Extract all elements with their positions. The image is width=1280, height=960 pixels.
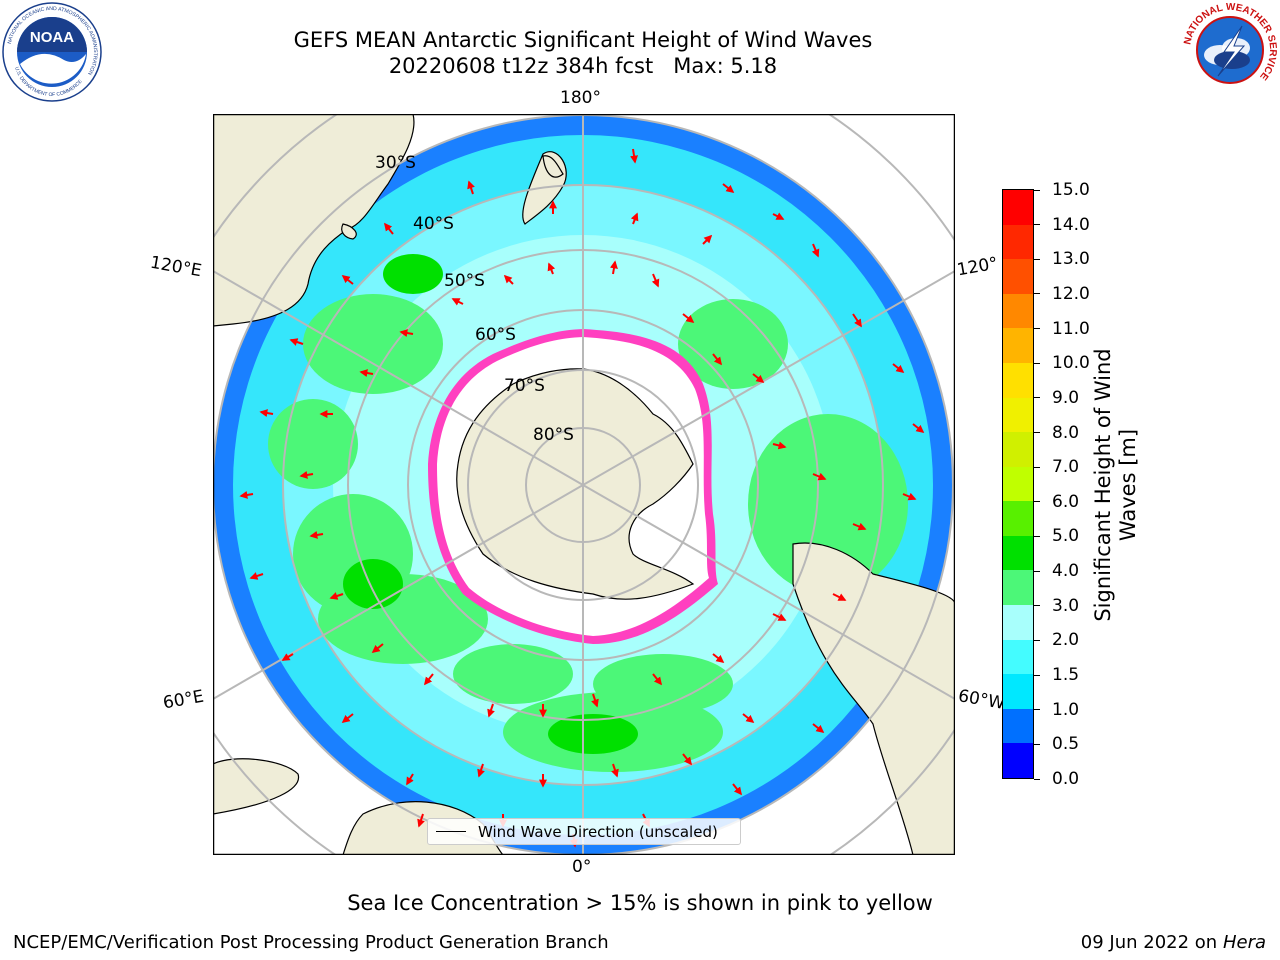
lon-label-60e: 60°E xyxy=(161,686,206,714)
colorbar-tick-mark xyxy=(1034,328,1040,330)
colorbar-tick-label: 11.0 xyxy=(1052,318,1090,339)
colorbar-segment xyxy=(1003,742,1033,778)
colorbar-segment xyxy=(1003,604,1033,640)
colorbar-tick-label: 14.0 xyxy=(1052,214,1090,235)
colorbar-tick-mark xyxy=(1034,605,1040,607)
colorbar-tick-label: 6.0 xyxy=(1052,491,1080,512)
colorbar-tick-mark xyxy=(1034,674,1040,676)
machine-name: Hera xyxy=(1222,932,1266,953)
lat-label-70s: 70°S xyxy=(504,376,545,396)
colorbar-segment xyxy=(1003,639,1033,675)
credit-text: NCEP/EMC/Verification Post Processing Pr… xyxy=(13,932,609,953)
tasmania xyxy=(341,223,357,240)
lon-label-60w: 60°W xyxy=(956,686,1007,714)
colorbar-tick-mark xyxy=(1034,362,1040,364)
colorbar-segment xyxy=(1003,535,1033,571)
date-text: 09 Jun 2022 on Hera xyxy=(1081,932,1266,953)
map-legend: Wind Wave Direction (unscaled) xyxy=(427,818,741,845)
colorbar xyxy=(1002,189,1034,779)
date-label: 09 Jun 2022 on xyxy=(1080,932,1218,953)
nws-logo: NATIONAL WEATHER SERVICE xyxy=(1180,0,1280,100)
colorbar-segment xyxy=(1003,569,1033,606)
south-america xyxy=(792,542,955,855)
lat-label-30s: 30°S xyxy=(375,153,416,173)
colorbar-segment xyxy=(1003,466,1033,502)
colorbar-tick-label: 12.0 xyxy=(1052,283,1090,304)
lon-label-120e: 120°E xyxy=(148,252,204,282)
colorbar-segment xyxy=(1003,327,1033,363)
colorbar-tick-label: 5.0 xyxy=(1052,526,1080,547)
colorbar-segment xyxy=(1003,362,1033,398)
colorbar-tick-mark xyxy=(1034,189,1040,191)
antarctic-map xyxy=(212,113,956,856)
colorbar-tick-label: 0.0 xyxy=(1052,769,1080,789)
colorbar-segment xyxy=(1003,258,1033,294)
lat-label-60s: 60°S xyxy=(475,325,516,345)
noaa-logo: NOAA NATIONAL OCEANIC AND ATMOSPHERIC AD… xyxy=(2,2,102,102)
colorbar-tick-mark xyxy=(1034,501,1040,503)
colorbar-segment xyxy=(1003,431,1033,467)
colorbar-tick-label: 1.0 xyxy=(1052,699,1080,720)
colorbar-tick-mark xyxy=(1034,778,1040,780)
colorbar-tick-label: 2.0 xyxy=(1052,630,1080,651)
lat-label-40s: 40°S xyxy=(413,214,454,234)
colorbar-segment xyxy=(1003,500,1033,536)
legend-line-sample xyxy=(436,831,466,832)
colorbar-tick-label: 0.5 xyxy=(1052,734,1080,755)
colorbar-tick-label: 4.0 xyxy=(1052,561,1080,582)
title-line-1: GEFS MEAN Antarctic Significant Height o… xyxy=(293,28,873,52)
colorbar-tick-mark xyxy=(1034,432,1040,434)
colorbar-tick-label: 8.0 xyxy=(1052,422,1080,443)
colorbar-tick-mark xyxy=(1034,466,1040,468)
colorbar-tick-mark xyxy=(1034,535,1040,537)
colorbar-tick-mark xyxy=(1034,709,1040,711)
noaa-logo-text: NOAA xyxy=(30,29,74,46)
antarctica xyxy=(456,368,695,600)
colorbar-segment xyxy=(1003,708,1033,744)
colorbar-tick-label: 1.5 xyxy=(1052,665,1080,686)
colorbar-tick-mark xyxy=(1034,293,1040,295)
land-masses xyxy=(213,114,955,855)
colorbar-tick-label: 3.0 xyxy=(1052,595,1080,616)
colorbar-segment xyxy=(1003,189,1033,225)
colorbar-tick-mark xyxy=(1034,570,1040,572)
colorbar-tick-label: 15.0 xyxy=(1052,180,1090,200)
colorbar-tick-mark xyxy=(1034,224,1040,226)
colorbar-tick-label: 7.0 xyxy=(1052,457,1080,478)
colorbar-tick-mark xyxy=(1034,743,1040,745)
new-zealand-north xyxy=(542,155,564,178)
colorbar-segments xyxy=(1003,189,1033,778)
colorbar-segment xyxy=(1003,224,1033,260)
lat-label-50s: 50°S xyxy=(444,271,485,291)
lon-label-180: 180° xyxy=(560,88,601,108)
colorbar-segment xyxy=(1003,397,1033,433)
colorbar-tick-mark xyxy=(1034,639,1040,641)
colorbar-segment xyxy=(1003,673,1033,709)
colorbar-segment xyxy=(1003,293,1033,329)
lon-label-120w: 120° xyxy=(955,253,1000,281)
sea-ice-note: Sea Ice Concentration > 15% is shown in … xyxy=(347,891,933,915)
legend-label: Wind Wave Direction (unscaled) xyxy=(478,823,718,841)
colorbar-tick-mark xyxy=(1034,397,1040,399)
colorbar-tick-label: 9.0 xyxy=(1052,387,1080,408)
colorbar-label: Significant Height of Wind Waves [m] xyxy=(1091,348,1140,622)
title-line-2: 20220608 t12z 384h fcst Max: 5.18 xyxy=(388,54,778,78)
colorbar-tick-mark xyxy=(1034,258,1040,260)
colorbar-tick-label: 13.0 xyxy=(1052,249,1090,270)
colorbar-tick-label: 10.0 xyxy=(1052,353,1090,374)
lat-label-80s: 80°S xyxy=(533,425,574,445)
lon-label-0: 0° xyxy=(572,857,592,877)
